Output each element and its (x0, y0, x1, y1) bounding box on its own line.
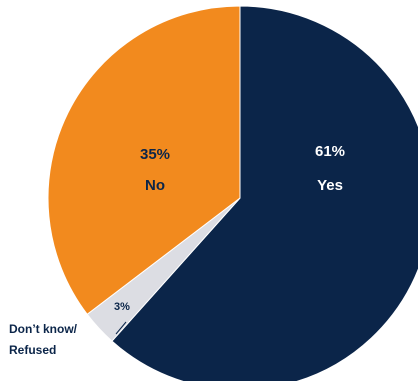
slice-label-dont-know-line1: Don’t know/ (9, 322, 78, 336)
pie-slices (47, 5, 418, 381)
slice-value-dont-know: 3% (114, 301, 130, 313)
slice-label-dont-know-line2: Refused (9, 343, 56, 357)
slice-value-yes: 61% (315, 143, 345, 160)
leader-line-dont-know (115, 321, 127, 335)
slice-label-yes: Yes (317, 177, 343, 194)
pie-slice-yes (111, 5, 418, 381)
slice-value-no: 35% (140, 146, 170, 163)
pie-slice-no (47, 5, 241, 315)
slice-label-no: No (145, 177, 165, 194)
